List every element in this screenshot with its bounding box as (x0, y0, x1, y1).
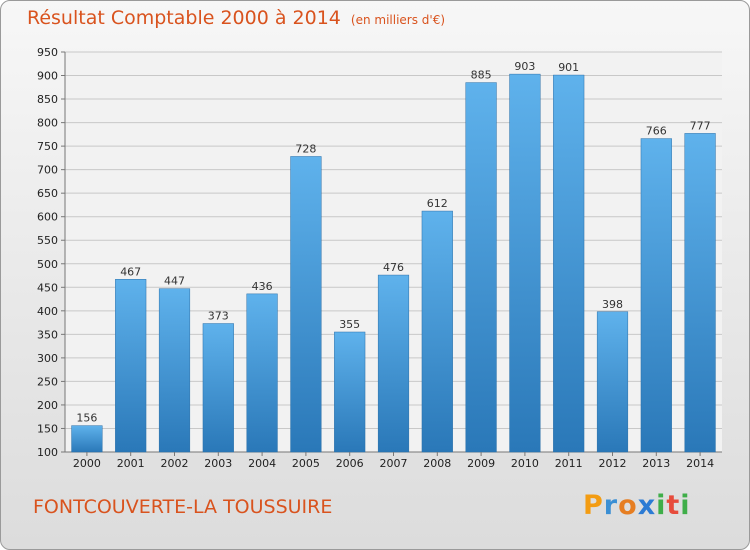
bar (115, 279, 147, 453)
x-tick-label: 2014 (686, 457, 714, 470)
y-tick-label: 250 (37, 375, 58, 388)
proxiti-logo: Proxiti (583, 490, 691, 521)
y-tick-label: 350 (37, 328, 58, 341)
y-tick-label: 700 (37, 164, 58, 177)
bar-value-label: 476 (383, 261, 404, 274)
y-tick-label: 100 (37, 446, 58, 459)
logo-letter: t (666, 490, 681, 521)
x-tick-label: 2010 (511, 457, 539, 470)
bar (596, 311, 629, 453)
x-tick-label: 2007 (380, 457, 408, 470)
y-tick-label: 900 (37, 70, 58, 83)
logo-letter: x (637, 490, 657, 521)
bar (71, 425, 103, 453)
logo-letter: i (680, 490, 691, 521)
y-tick-label: 750 (37, 140, 58, 153)
logo-letter: P (583, 490, 604, 521)
y-tick-label: 800 (37, 117, 58, 130)
bar-value-label: 398 (602, 298, 623, 311)
bar-value-label: 436 (252, 280, 273, 293)
y-tick-label: 200 (37, 399, 58, 412)
bar-value-label: 355 (339, 318, 360, 331)
y-tick-label: 600 (37, 211, 58, 224)
x-tick-label: 2000 (73, 457, 101, 470)
bar-value-label: 766 (646, 125, 667, 138)
logo-letter: i (656, 490, 667, 521)
chart-title: Résultat Comptable 2000 à 2014 (en millie… (27, 7, 445, 29)
bar-value-label: 885 (471, 69, 492, 82)
x-tick-label: 2013 (642, 457, 670, 470)
bar (553, 74, 585, 453)
chart-title-text: Résultat Comptable 2000 à 2014 (27, 7, 341, 29)
y-tick-label: 400 (37, 305, 58, 318)
x-tick-label: 2002 (161, 457, 189, 470)
x-tick-label: 2008 (423, 457, 451, 470)
bar (421, 210, 453, 453)
bar (465, 82, 497, 453)
bar-value-label: 903 (514, 60, 535, 73)
x-tick-label: 2001 (117, 457, 145, 470)
bar-value-label: 728 (295, 142, 316, 155)
y-tick-label: 500 (37, 258, 58, 271)
bar (509, 73, 541, 453)
bar-value-label: 467 (120, 265, 141, 278)
x-tick-label: 2006 (336, 457, 364, 470)
y-tick-label: 650 (37, 187, 58, 200)
x-tick-label: 2011 (555, 457, 583, 470)
x-tick-label: 2012 (599, 457, 627, 470)
bar-value-label: 777 (690, 119, 711, 132)
bar (158, 288, 191, 453)
x-tick-label: 2005 (292, 457, 320, 470)
y-tick-label: 550 (37, 234, 58, 247)
bar (377, 274, 410, 453)
bar-value-label: 156 (76, 412, 97, 425)
commune-name: FONTCOUVERTE-LA TOUSSUIRE (33, 496, 333, 518)
bar-value-label: 373 (208, 310, 229, 323)
y-tick-label: 850 (37, 93, 58, 106)
y-tick-label: 300 (37, 352, 58, 365)
y-tick-label: 950 (37, 46, 58, 59)
x-tick-label: 2003 (204, 457, 232, 470)
bar (290, 156, 322, 453)
x-tick-label: 2009 (467, 457, 495, 470)
bar-value-label: 447 (164, 275, 185, 288)
bar (334, 331, 366, 453)
y-tick-label: 150 (37, 422, 58, 435)
bar (246, 293, 278, 453)
bar (202, 323, 234, 453)
bar-value-label: 901 (558, 61, 579, 74)
x-tick-label: 2004 (248, 457, 276, 470)
bar (640, 138, 672, 453)
y-tick-label: 450 (37, 281, 58, 294)
bar (684, 133, 716, 453)
chart-unit-note: (en milliers d'€) (350, 13, 446, 27)
logo-letter: r (603, 490, 619, 521)
bar-value-label: 612 (427, 197, 448, 210)
logo-letter: o (618, 490, 638, 521)
